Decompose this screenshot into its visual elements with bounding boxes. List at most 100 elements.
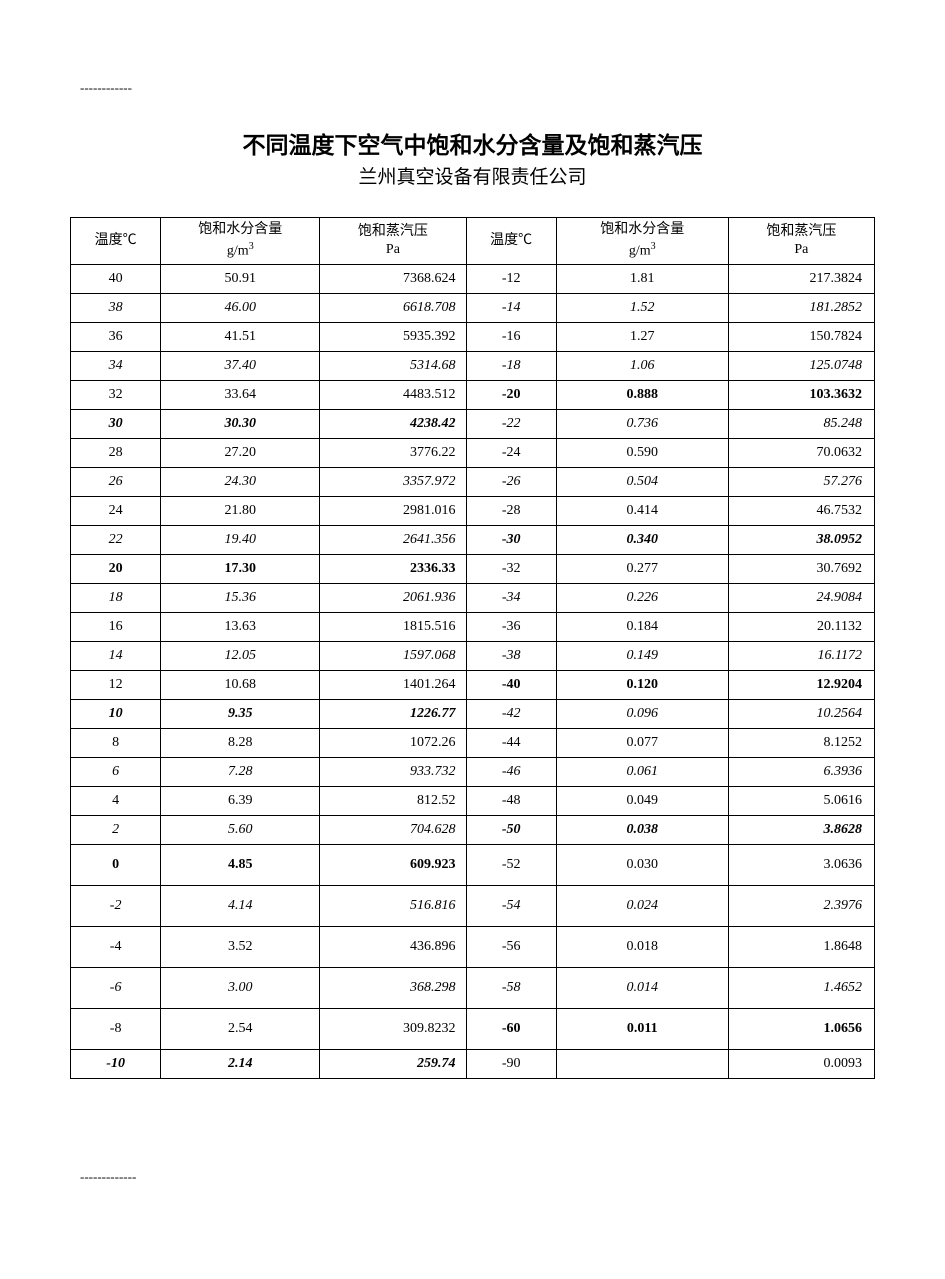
- table-cell: 26: [71, 468, 161, 497]
- table-cell: 1.06: [556, 352, 728, 381]
- table-cell: 32: [71, 381, 161, 410]
- table-cell: 4238.42: [320, 410, 466, 439]
- table-cell: -4: [71, 927, 161, 968]
- table-cell: 0.504: [556, 468, 728, 497]
- table-cell: 1.27: [556, 323, 728, 352]
- table-cell: 1815.516: [320, 613, 466, 642]
- table-cell: 20: [71, 555, 161, 584]
- table-cell: 6618.708: [320, 294, 466, 323]
- table-cell: 38.0952: [728, 526, 874, 555]
- table-cell: 38: [71, 294, 161, 323]
- table-cell: -56: [466, 927, 556, 968]
- table-cell: 3.52: [161, 927, 320, 968]
- table-cell: 150.7824: [728, 323, 874, 352]
- table-cell: 516.816: [320, 886, 466, 927]
- table-row: 2421.802981.016-280.41446.7532: [71, 497, 875, 526]
- table-row: 3030.304238.42-220.73685.248: [71, 410, 875, 439]
- table-header-cell: 饱和蒸汽压Pa: [728, 218, 874, 265]
- table-cell: 30: [71, 410, 161, 439]
- table-cell: 0.149: [556, 642, 728, 671]
- table-cell: 2.14: [161, 1050, 320, 1079]
- table-cell: 0.018: [556, 927, 728, 968]
- table-cell: 3776.22: [320, 439, 466, 468]
- table-row: 4050.917368.624-121.81217.3824: [71, 265, 875, 294]
- table-cell: 1.52: [556, 294, 728, 323]
- table-cell: -18: [466, 352, 556, 381]
- table-cell: 28: [71, 439, 161, 468]
- table-cell: 0.011: [556, 1009, 728, 1050]
- page-subtitle: 兰州真空设备有限责任公司: [70, 162, 875, 189]
- table-cell: 125.0748: [728, 352, 874, 381]
- table-row: 2624.303357.972-260.50457.276: [71, 468, 875, 497]
- table-cell: 0.061: [556, 758, 728, 787]
- table-cell: -46: [466, 758, 556, 787]
- table-cell: 2.3976: [728, 886, 874, 927]
- table-cell: 1072.26: [320, 729, 466, 758]
- table-row: -63.00368.298-580.0141.4652: [71, 968, 875, 1009]
- table-cell: 9.35: [161, 700, 320, 729]
- table-cell: 85.248: [728, 410, 874, 439]
- table-cell: -42: [466, 700, 556, 729]
- table-cell: 0.277: [556, 555, 728, 584]
- table-cell: 0.049: [556, 787, 728, 816]
- table-cell: 0.590: [556, 439, 728, 468]
- table-cell: -60: [466, 1009, 556, 1050]
- table-cell: -2: [71, 886, 161, 927]
- table-row: 88.281072.26-440.0778.1252: [71, 729, 875, 758]
- table-cell: 37.40: [161, 352, 320, 381]
- table-cell: -50: [466, 816, 556, 845]
- table-cell: 6: [71, 758, 161, 787]
- table-cell: 24: [71, 497, 161, 526]
- table-header-cell: 饱和水分含量g/m3: [556, 218, 728, 265]
- table-cell: 46.00: [161, 294, 320, 323]
- table-cell: -34: [466, 584, 556, 613]
- table-cell: 5935.392: [320, 323, 466, 352]
- table-cell: 2981.016: [320, 497, 466, 526]
- table-cell: 33.64: [161, 381, 320, 410]
- header-unit: g/m3: [557, 240, 728, 261]
- table-row: 1613.631815.516-360.18420.1132: [71, 613, 875, 642]
- table-cell: 2061.936: [320, 584, 466, 613]
- table-cell: 19.40: [161, 526, 320, 555]
- table-cell: 24.30: [161, 468, 320, 497]
- table-cell: 12: [71, 671, 161, 700]
- table-cell: 1.4652: [728, 968, 874, 1009]
- table-cell: 2336.33: [320, 555, 466, 584]
- table-cell: 2: [71, 816, 161, 845]
- table-cell: -22: [466, 410, 556, 439]
- table-cell: 0.0093: [728, 1050, 874, 1079]
- table-cell: 36: [71, 323, 161, 352]
- table-row: 67.28933.732-460.0616.3936: [71, 758, 875, 787]
- table-cell: 2.54: [161, 1009, 320, 1050]
- table-row: -82.54309.8232-600.0111.0656: [71, 1009, 875, 1050]
- table-cell: 933.732: [320, 758, 466, 787]
- table-cell: -38: [466, 642, 556, 671]
- table-cell: 0.014: [556, 968, 728, 1009]
- table-row: 1815.362061.936-340.22624.9084: [71, 584, 875, 613]
- table-cell: 0.184: [556, 613, 728, 642]
- table-cell: 1226.77: [320, 700, 466, 729]
- table-cell: 1.8648: [728, 927, 874, 968]
- table-header-cell: 饱和水分含量g/m3: [161, 218, 320, 265]
- table-row: -43.52436.896-560.0181.8648: [71, 927, 875, 968]
- table-cell: -54: [466, 886, 556, 927]
- table-row: 109.351226.77-420.09610.2564: [71, 700, 875, 729]
- header-label: 饱和蒸汽压: [729, 223, 874, 241]
- table-cell: 0.120: [556, 671, 728, 700]
- table-row: 04.85609.923-520.0303.0636: [71, 845, 875, 886]
- table-row: 46.39812.52-480.0495.0616: [71, 787, 875, 816]
- table-cell: 50.91: [161, 265, 320, 294]
- table-cell: 7.28: [161, 758, 320, 787]
- table-cell: 21.80: [161, 497, 320, 526]
- table-row: 3437.405314.68-181.06125.0748: [71, 352, 875, 381]
- data-table: 温度℃饱和水分含量g/m3饱和蒸汽压Pa温度℃饱和水分含量g/m3饱和蒸汽压Pa…: [70, 217, 875, 1079]
- table-cell: 704.628: [320, 816, 466, 845]
- table-cell: 57.276: [728, 468, 874, 497]
- table-cell: 1597.068: [320, 642, 466, 671]
- table-cell: 12.05: [161, 642, 320, 671]
- table-header-cell: 温度℃: [71, 218, 161, 265]
- table-cell: 34: [71, 352, 161, 381]
- table-cell: 2641.356: [320, 526, 466, 555]
- table-row: 1210.681401.264-400.12012.9204: [71, 671, 875, 700]
- table-row: 2219.402641.356-300.34038.0952: [71, 526, 875, 555]
